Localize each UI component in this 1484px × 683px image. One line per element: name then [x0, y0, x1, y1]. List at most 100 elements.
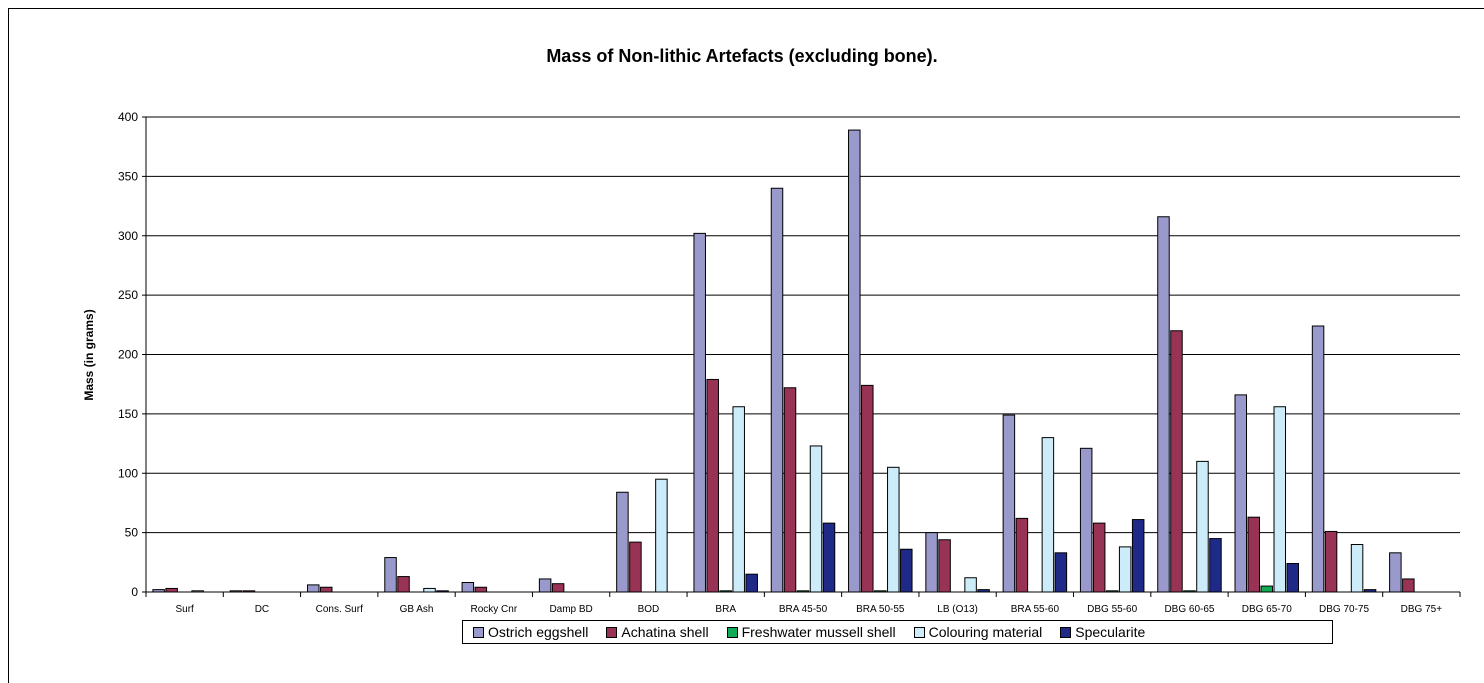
legend-item: Ostrich eggshell: [473, 624, 588, 640]
legend-item: Freshwater mussell shell: [726, 624, 896, 640]
x-tick-label: DBG 55-60: [1087, 604, 1137, 615]
bar-colouring-material: [732, 406, 745, 593]
bar-ostrich-eggshell: [1002, 414, 1016, 593]
chart-frame: [8, 8, 1484, 683]
y-tick-label: 350: [118, 169, 138, 183]
y-tick-label: 200: [118, 348, 138, 362]
legend-label: Specularite: [1075, 624, 1146, 640]
y-axis-label: Mass (in grams): [82, 309, 96, 400]
bar-ostrich-eggshell: [1079, 447, 1093, 593]
bar-achatina-shell: [861, 384, 874, 593]
y-tick-label: 400: [118, 110, 138, 124]
bar-freshwater-mussell-shell: [1260, 585, 1274, 593]
legend-label: Ostrich eggshell: [488, 624, 589, 640]
legend-swatch: [726, 626, 738, 638]
bar-colouring-material: [423, 587, 436, 593]
bar-colouring-material: [964, 577, 977, 593]
bar-ostrich-eggshell: [1234, 394, 1248, 593]
bar-freshwater-mussell-shell: [1105, 590, 1119, 593]
bars-layer: [152, 129, 1415, 593]
bar-ostrich-eggshell: [1157, 216, 1170, 593]
bar-colouring-material: [1196, 460, 1209, 593]
bar-specularite: [1131, 519, 1145, 593]
bar-freshwater-mussell-shell: [874, 590, 887, 593]
bar-achatina-shell: [474, 586, 488, 593]
bar-achatina-shell: [1015, 517, 1029, 593]
x-tick-label: DBG 70-75: [1319, 604, 1369, 615]
legend-swatch: [913, 626, 925, 638]
bar-colouring-material: [887, 466, 900, 593]
bar-achatina-shell: [938, 539, 951, 593]
legend-swatch: [606, 626, 618, 638]
x-tick-label: Cons. Surf: [316, 604, 363, 615]
bar-achatina-shell: [1092, 522, 1106, 593]
axis-layer: [142, 116, 1461, 597]
bar-colouring-material: [1273, 406, 1287, 593]
bar-colouring-material: [1350, 544, 1364, 593]
label-layer: 0 50 100 150 200 250 300 350 400 Surf DC Cons. Surf…: [118, 110, 1442, 615]
bar-ostrich-eggshell: [306, 584, 320, 593]
bar-specularite: [977, 589, 990, 593]
y-tick-label: 50: [125, 526, 139, 540]
legend-item: Specularite: [1060, 624, 1145, 640]
x-tick-label: Surf: [175, 604, 194, 615]
x-tick-label: DBG 75+: [1401, 604, 1443, 615]
bar-achatina-shell: [1402, 578, 1415, 593]
bar-ostrich-eggshell: [693, 232, 706, 593]
x-tick-label: DBG 60-65: [1164, 604, 1214, 615]
x-tick-label: BRA: [715, 604, 736, 615]
bar-specularite: [745, 573, 758, 593]
grid-layer: [146, 116, 1460, 534]
x-tick-label: Rocky Cnr: [470, 604, 517, 615]
bar-specularite: [1286, 563, 1300, 593]
bar-colouring-material: [1118, 546, 1132, 593]
bar-achatina-shell: [783, 387, 797, 593]
bar-colouring-material: [1041, 437, 1055, 593]
bar-ostrich-eggshell: [616, 491, 629, 593]
chart-title: Mass of Non-lithic Artefacts (excluding …: [546, 46, 938, 66]
bar-specularite: [900, 548, 913, 593]
bar-specularite: [436, 590, 449, 593]
x-tick-label: BRA 55-60: [1011, 604, 1060, 615]
legend-swatch: [473, 626, 484, 638]
bar-achatina-shell: [397, 576, 410, 593]
legend-item: Achatina shell: [606, 624, 709, 640]
bar-achatina-shell: [1247, 516, 1261, 593]
bar-ostrich-eggshell: [152, 589, 165, 593]
y-tick-label: 100: [118, 466, 138, 480]
bar-ostrich-eggshell: [461, 582, 475, 593]
x-tick-label: DC: [255, 604, 269, 615]
legend-item: Colouring material: [913, 624, 1043, 640]
bar-ostrich-eggshell: [848, 129, 861, 593]
bar-colouring-material: [191, 590, 204, 593]
x-tick-label: LB (O13): [937, 604, 978, 615]
bar-ostrich-eggshell: [1311, 325, 1325, 593]
y-tick-label: 300: [118, 229, 138, 243]
bar-colouring-material: [655, 478, 668, 593]
bar-achatina-shell: [165, 587, 178, 593]
x-tick-label: BOD: [638, 604, 660, 615]
y-tick-label: 150: [118, 407, 138, 421]
bar-specularite: [822, 522, 836, 593]
x-tick-label: Damp BD: [549, 604, 592, 615]
bar-achatina-shell: [551, 583, 565, 593]
bar-colouring-material: [809, 445, 823, 593]
bar-achatina-shell: [1170, 330, 1183, 593]
bar-specularite: [1209, 538, 1222, 593]
bar-ostrich-eggshell: [538, 578, 552, 593]
bar-achatina-shell: [629, 541, 642, 593]
legend-label: Freshwater mussell shell: [741, 624, 896, 640]
bar-ostrich-eggshell: [1389, 552, 1402, 593]
bar-specularite: [1054, 552, 1068, 593]
legend: Ostrich eggshell Achatina shell Freshwater…: [462, 620, 1333, 644]
bar-achatina-shell: [706, 378, 719, 593]
x-tick-label: BRA 50-55: [856, 604, 905, 615]
bar-freshwater-mussell-shell: [719, 590, 732, 593]
y-tick-label: 250: [118, 288, 138, 302]
legend-label: Colouring material: [928, 624, 1043, 640]
x-tick-label: DBG 65-70: [1242, 604, 1292, 615]
x-tick-label: GB Ash: [400, 604, 434, 615]
legend-swatch: [1060, 626, 1072, 638]
bar-ostrich-eggshell: [229, 590, 243, 593]
